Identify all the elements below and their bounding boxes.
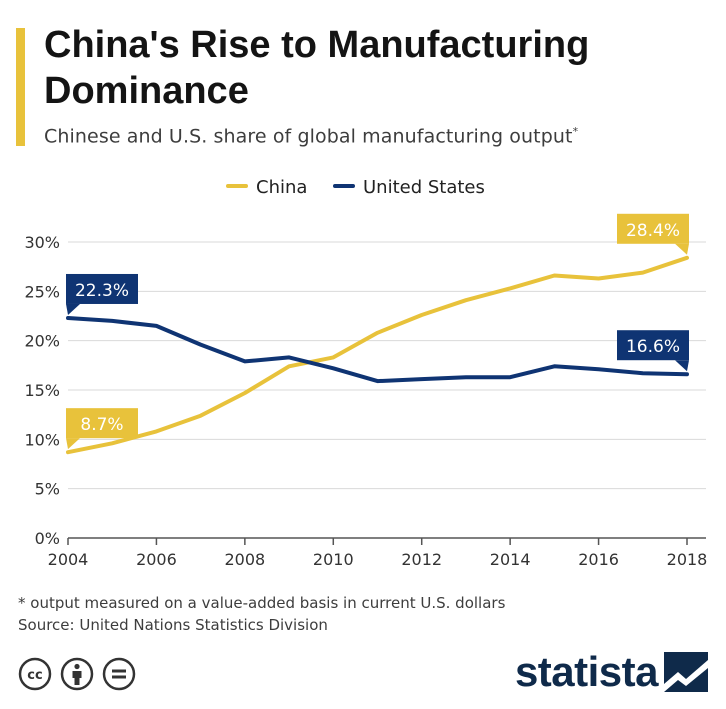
data-label-box bbox=[617, 213, 689, 244]
y-tick-label: 20% bbox=[24, 332, 60, 351]
line-chart: 0% 5% 10% 15% 20% 25% 30% 2004 2006 2008 2010 2012 2… bbox=[24, 177, 708, 569]
data-label-text: 8.7% bbox=[80, 415, 123, 435]
y-tick-label: 30% bbox=[24, 233, 60, 252]
license-icons: cc bbox=[18, 657, 136, 691]
source-note: Source: United Nations Statistics Divisi… bbox=[18, 616, 328, 634]
data-label: 28.4% bbox=[617, 213, 689, 255]
data-label: 8.7% bbox=[66, 408, 138, 450]
legend-item: United States bbox=[333, 177, 485, 198]
x-tick-label: 2008 bbox=[224, 550, 265, 569]
subtitle-footnote-mark: * bbox=[572, 125, 579, 138]
data-label-pointer bbox=[675, 360, 689, 372]
x-tick-label: 2018 bbox=[667, 550, 708, 569]
legend: China United States bbox=[226, 177, 485, 198]
y-tick-label: 0% bbox=[35, 529, 60, 548]
statista-logo-icon bbox=[664, 652, 708, 692]
brand-wordmark: statista bbox=[514, 648, 659, 695]
data-label-pointer bbox=[66, 303, 80, 315]
attribution-icon[interactable] bbox=[60, 657, 94, 691]
x-tick-label: 2012 bbox=[401, 550, 442, 569]
x-tick-label: 2016 bbox=[578, 550, 619, 569]
x-tick-label: 2006 bbox=[136, 550, 177, 569]
footnote: * output measured on a value-added basis… bbox=[18, 594, 506, 612]
data-label-text: 22.3% bbox=[75, 281, 129, 301]
y-tick-label: 10% bbox=[24, 430, 60, 449]
x-tick-label: 2004 bbox=[48, 550, 89, 569]
y-tick-label: 5% bbox=[35, 480, 60, 499]
data-label-box bbox=[66, 408, 138, 439]
legend-label: China bbox=[256, 177, 307, 198]
legend-item: China bbox=[226, 177, 307, 198]
subtitle-text: Chinese and U.S. share of global manufac… bbox=[44, 125, 573, 148]
svg-text:cc: cc bbox=[27, 668, 42, 683]
data-label-pointer bbox=[66, 438, 80, 450]
chart-title: China's Rise to Manufacturing Dominance bbox=[44, 24, 590, 112]
data-label-box bbox=[617, 330, 689, 361]
no-derivatives-icon[interactable] bbox=[102, 657, 136, 691]
data-label-box bbox=[66, 273, 138, 304]
statista-brand[interactable]: statista bbox=[515, 651, 708, 693]
data-label-text: 16.6% bbox=[626, 337, 680, 357]
series-line bbox=[66, 316, 689, 384]
data-label-pointer bbox=[675, 243, 689, 255]
x-tick-label: 2010 bbox=[313, 550, 354, 569]
accent-bar bbox=[16, 28, 25, 146]
y-tick-label: 15% bbox=[24, 381, 60, 400]
data-label: 16.6% bbox=[617, 330, 689, 372]
chart-subtitle: Chinese and U.S. share of global manufac… bbox=[44, 125, 578, 147]
data-label-text: 28.4% bbox=[626, 221, 680, 241]
data-label: 22.3% bbox=[66, 273, 138, 315]
legend-label: United States bbox=[363, 177, 485, 198]
x-tick-label: 2014 bbox=[490, 550, 531, 569]
series-line bbox=[66, 255, 689, 455]
creative-commons-icon[interactable]: cc bbox=[18, 657, 52, 691]
y-tick-label: 25% bbox=[24, 282, 60, 301]
